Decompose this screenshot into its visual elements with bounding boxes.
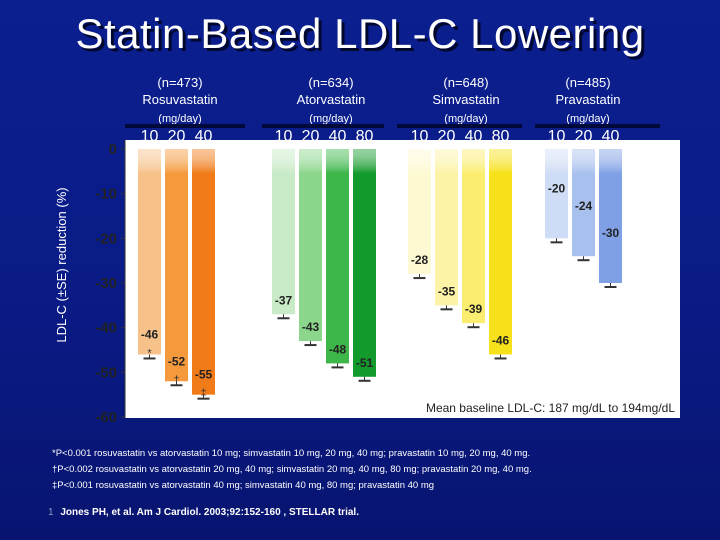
- data-label: -20: [548, 181, 566, 195]
- data-label: -55: [195, 368, 213, 382]
- group-unit-label: (mg/day): [444, 113, 488, 125]
- bar-highlight: [599, 149, 622, 219]
- baseline-annotation: Mean baseline LDL-C: 187 mg/dL to 194mg/…: [426, 401, 675, 415]
- group-drug-name: Rosuvastatin: [142, 92, 218, 107]
- group-drug-name: Pravastatin: [555, 92, 621, 107]
- data-label: -52: [168, 354, 186, 368]
- data-label: -37: [275, 293, 293, 307]
- group-n-label: (n=634): [308, 75, 354, 90]
- bar-highlight: [299, 149, 322, 219]
- footnote-1: *P<0.001 rosuvastatin vs atorvastatin 10…: [52, 448, 531, 459]
- bar-highlight: [192, 149, 215, 219]
- bar-highlight: [489, 149, 512, 219]
- group-header-simvastatin: (n=648) Simvastatin (mg/day): [406, 74, 526, 128]
- group-n-label: (n=473): [157, 75, 203, 90]
- slide-number: 1: [48, 507, 54, 518]
- bar-highlight: [353, 149, 376, 219]
- slide-title: Statin-Based LDL-C Lowering: [75, 10, 645, 57]
- footnotes: *P<0.001 rosuvastatin vs atorvastatin 10…: [52, 446, 532, 494]
- y-tick-label: -10: [95, 186, 117, 203]
- data-label: -51: [356, 356, 374, 370]
- significance-marker: ‡: [200, 388, 206, 400]
- bar-highlight: [272, 149, 295, 219]
- group-header-rule: [125, 124, 245, 128]
- y-tick-label: -30: [95, 275, 117, 292]
- group-unit-label: (mg/day): [158, 113, 202, 125]
- group-unit-label: (mg/day): [566, 113, 610, 125]
- data-label: -30: [602, 226, 620, 240]
- bar-highlight: [545, 149, 568, 219]
- significance-marker: †: [173, 374, 179, 386]
- footnote-2: †P<0.002 rosuvastatin vs atorvastatin 20…: [52, 464, 532, 475]
- group-drug-name: Atorvastatin: [296, 92, 366, 107]
- data-label: -35: [438, 284, 456, 298]
- significance-marker: *: [147, 347, 152, 359]
- group-header-rosuvastatin: (n=473) Rosuvastatin (mg/day): [120, 74, 240, 128]
- group-n-label: (n=485): [565, 75, 611, 90]
- citation: 1 Jones PH, et al. Am J Cardiol. 2003;92…: [48, 507, 359, 518]
- data-label: -39: [465, 302, 483, 316]
- bar-highlight: [138, 149, 161, 219]
- group-header-pravastatin: (n=485) Pravastatin (mg/day): [528, 74, 648, 128]
- y-tick-label: -20: [95, 230, 117, 247]
- group-header-rule: [535, 124, 660, 128]
- group-header-rule: [262, 124, 384, 128]
- bar-highlight: [435, 149, 458, 219]
- data-label: -48: [329, 342, 347, 356]
- bar-highlight: [572, 149, 595, 219]
- group-unit-label: (mg/day): [309, 113, 353, 125]
- y-tick-label: -50: [95, 364, 117, 381]
- data-label: -46: [492, 333, 510, 347]
- y-tick-label: -40: [95, 320, 117, 337]
- group-header-rule: [397, 124, 522, 128]
- group-n-label: (n=648): [443, 75, 489, 90]
- data-label: -28: [411, 253, 429, 267]
- data-label: -24: [575, 199, 593, 213]
- group-drug-name: Simvastatin: [432, 92, 500, 107]
- bar-highlight: [326, 149, 349, 219]
- citation-text: Jones PH, et al. Am J Cardiol. 2003;92:1…: [60, 507, 359, 518]
- y-tick-label: 0: [109, 141, 117, 158]
- y-tick-label: -60: [95, 409, 117, 426]
- data-label: -43: [302, 320, 320, 334]
- bar-highlight: [408, 149, 431, 219]
- footnote-3: ‡P<0.001 rosuvastatin vs atorvastatin 40…: [52, 480, 435, 491]
- group-header-atorvastatin: (n=634) Atorvastatin (mg/day): [271, 74, 391, 128]
- bar-highlight: [462, 149, 485, 219]
- bar-highlight: [165, 149, 188, 219]
- data-label: -46: [141, 327, 159, 341]
